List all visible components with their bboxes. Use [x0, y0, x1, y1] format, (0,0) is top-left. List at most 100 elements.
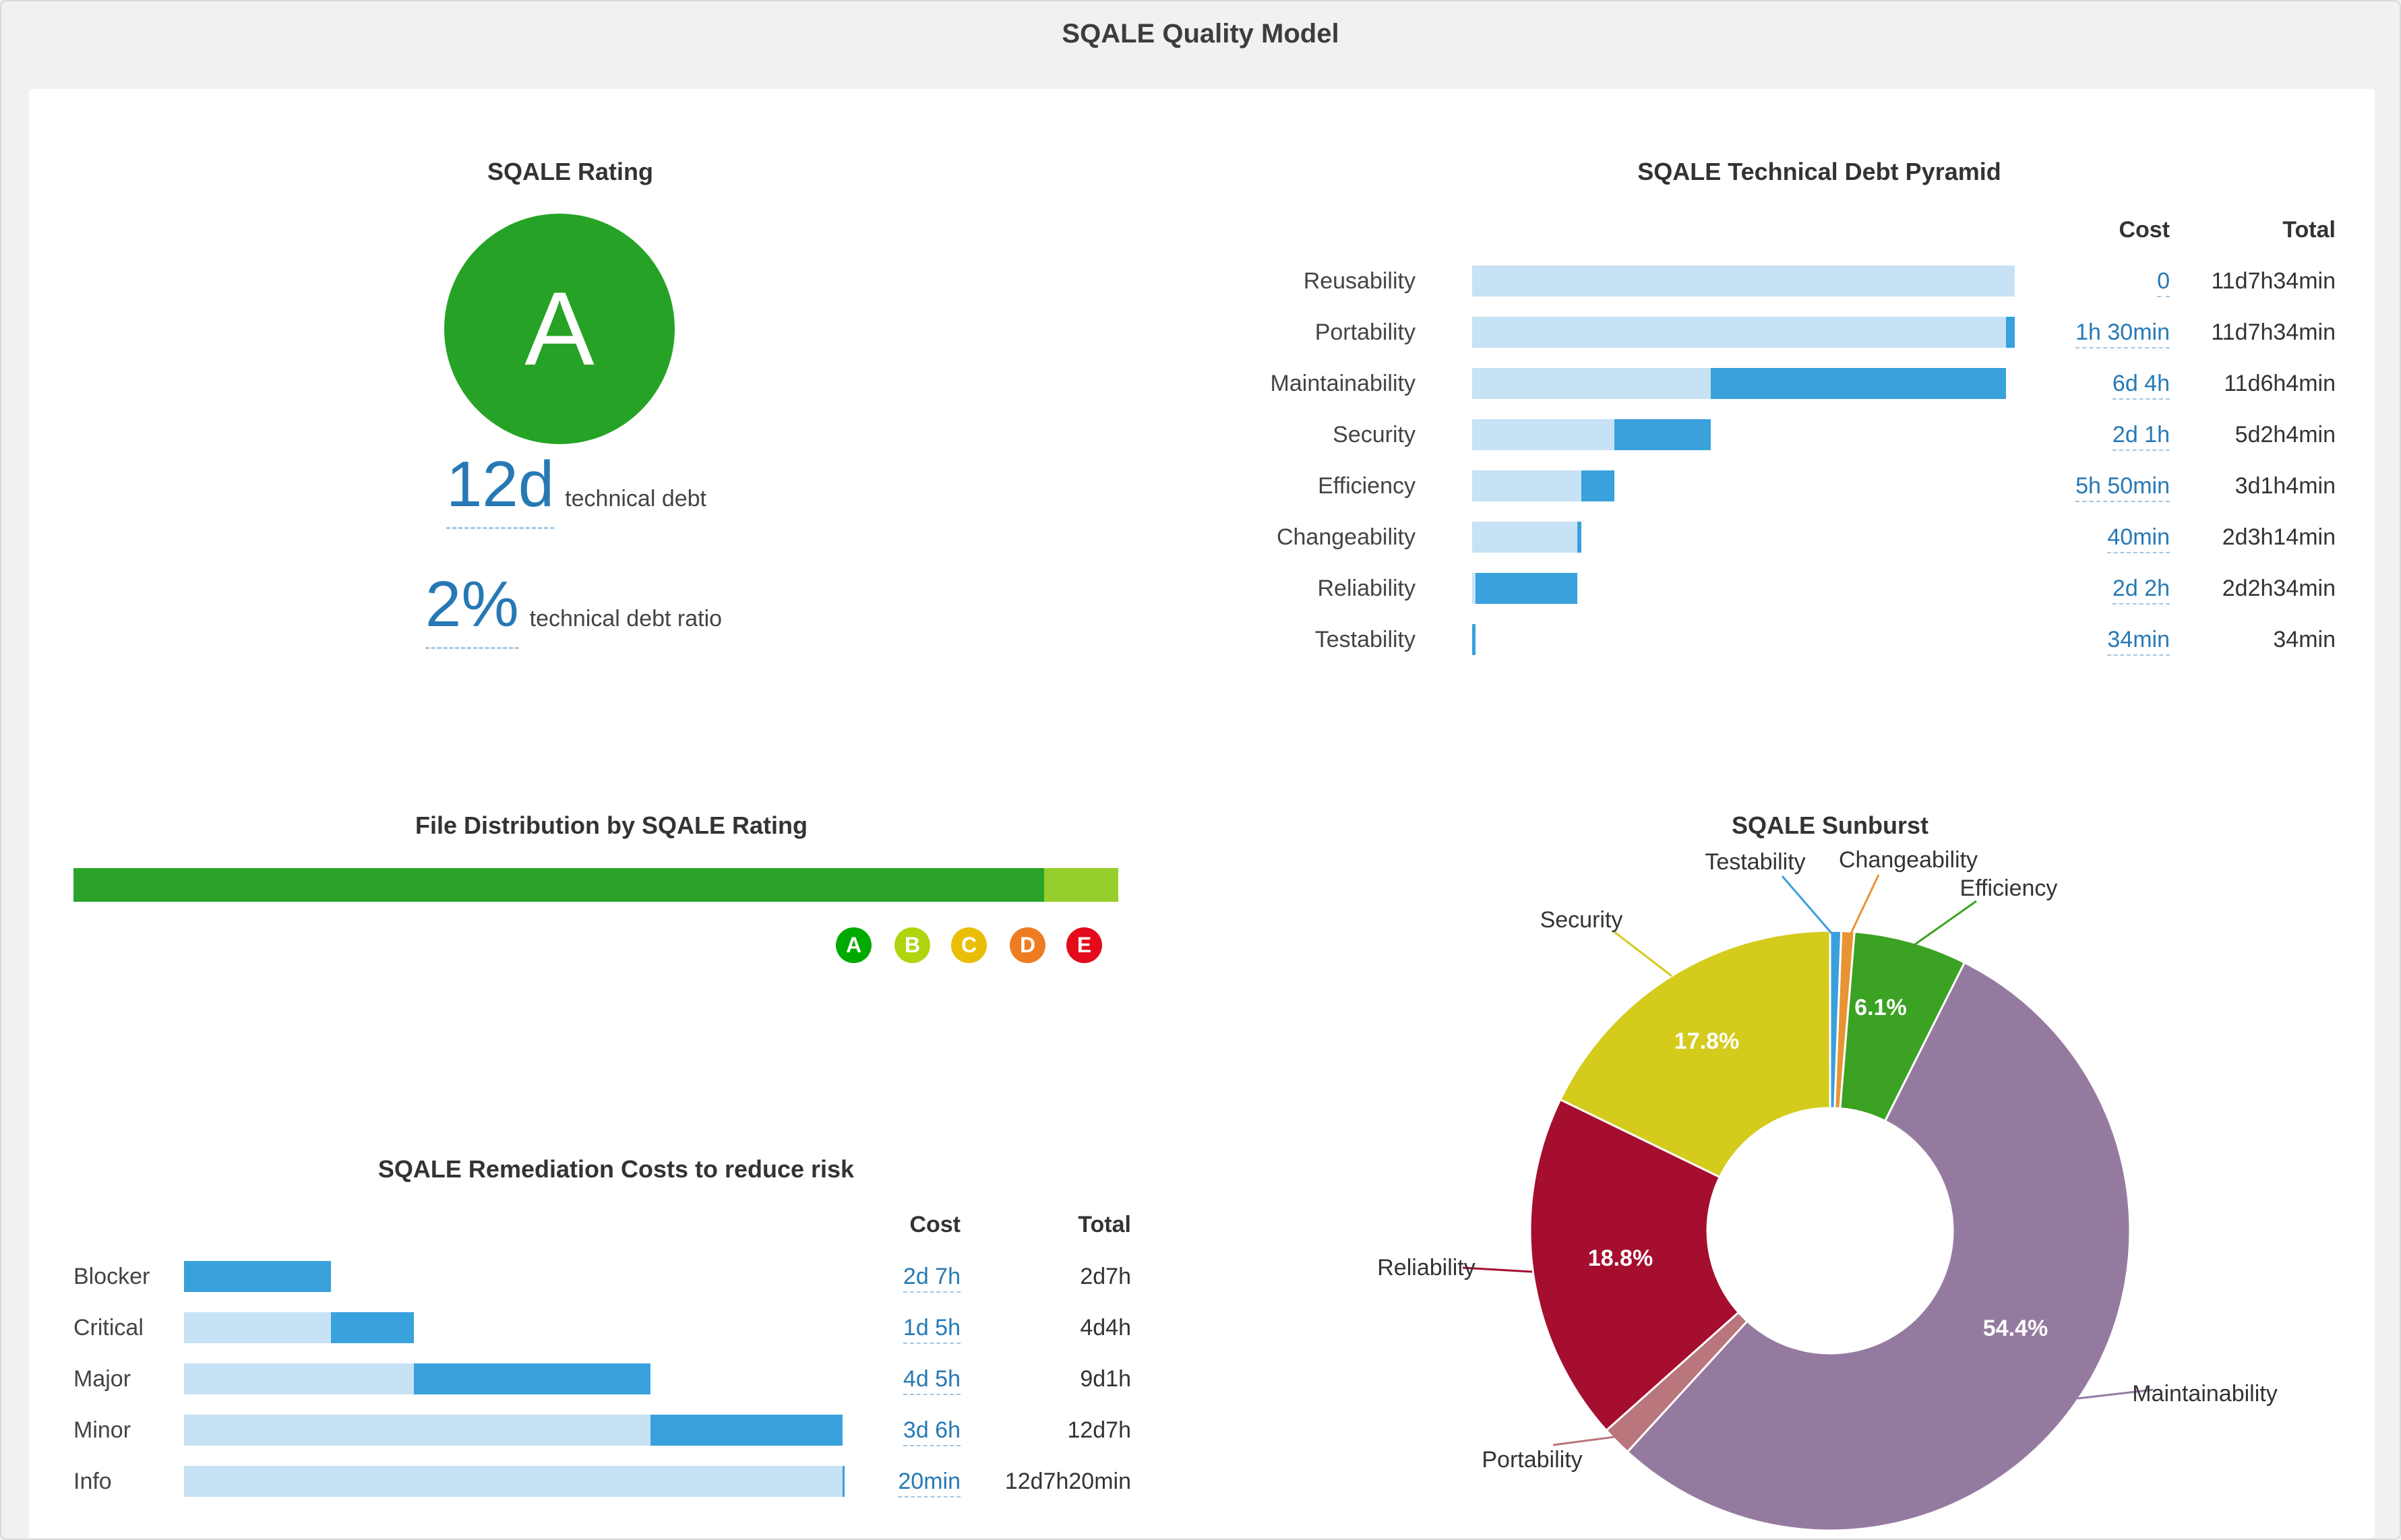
debt-ratio-value[interactable]: 2%: [425, 567, 519, 649]
reliability-label: Reliability: [1377, 1255, 1476, 1281]
dashboard-card: SQALE Rating A 12d technical debt 2% tec…: [29, 89, 2375, 1538]
debt-ratio-metric: 2% technical debt ratio: [425, 567, 722, 649]
pyramid-bar-total[interactable]: [1472, 573, 1578, 604]
pyramid-bar-cost[interactable]: [1614, 419, 1711, 450]
remediation-bar[interactable]: [184, 1363, 845, 1394]
pyramid-row: Security 2d 1h 5d2h4min: [29, 409, 2375, 460]
remediation-row-label: Blocker: [73, 1264, 150, 1289]
pyramid-bar-cost[interactable]: [1581, 470, 1615, 501]
pyramid-total-value: 3d1h4min: [2235, 473, 2336, 499]
pyramid-bar-total[interactable]: [1472, 419, 1711, 450]
sunburst-slice-maintainability[interactable]: [1626, 961, 2131, 1532]
pyramid-bar[interactable]: [1472, 317, 2015, 348]
remediation-row: Blocker 2d 7h 2d7h: [29, 1251, 2375, 1302]
remediation-bar-total[interactable]: [184, 1466, 845, 1497]
remediation-bar-cost[interactable]: [331, 1312, 415, 1343]
distribution-segment-a[interactable]: [73, 868, 1044, 902]
pyramid-bar-cost[interactable]: [1472, 624, 1476, 655]
remediation-bar[interactable]: [184, 1415, 845, 1446]
pyramid-cost-link[interactable]: 5h 50min: [2075, 473, 2170, 502]
remediation-bar[interactable]: [184, 1466, 845, 1497]
remediation-row-label: Major: [73, 1366, 131, 1392]
maintainability-leader-line: [2077, 1388, 2154, 1400]
remediation-cost-link[interactable]: 3d 6h: [903, 1417, 961, 1446]
pyramid-row-label: Security: [1333, 422, 1416, 448]
remediation-cost-link[interactable]: 4d 5h: [903, 1366, 961, 1395]
pyramid-cost-link[interactable]: 40min: [2107, 524, 2170, 553]
remediation-bar-cost[interactable]: [414, 1363, 651, 1394]
pyramid-row: Changeability 40min 2d3h14min: [29, 512, 2375, 563]
pyramid-total-value: 11d6h4min: [2224, 371, 2336, 396]
remediation-total-value: 12d7h20min: [1004, 1469, 1131, 1494]
maintainability-pct: 54.4%: [1983, 1316, 2048, 1341]
sunburst-chart: Testability Changeability Efficiency Sec…: [1377, 847, 2278, 1532]
pyramid-bar-cost[interactable]: [1711, 368, 2007, 399]
remediation-bar-total[interactable]: [184, 1261, 332, 1292]
pyramid-bar-total[interactable]: [1472, 470, 1615, 501]
pyramid-bar[interactable]: [1472, 368, 2015, 399]
technical-debt-label: technical debt: [565, 486, 706, 512]
pyramid-row: Portability 1h 30min 11d7h34min: [29, 307, 2375, 358]
pyramid-cost-link[interactable]: 0: [2157, 268, 2170, 297]
efficiency-label: Efficiency: [1960, 875, 2058, 901]
pyramid-bar-total[interactable]: [1472, 317, 2015, 348]
pyramid-row-label: Reusability: [1303, 268, 1416, 294]
remediation-bar-total[interactable]: [184, 1363, 651, 1394]
pyramid-bar-cost[interactable]: [1577, 522, 1581, 553]
remediation-row: Info 20min 12d7h20min: [29, 1456, 2375, 1507]
remediation-cost-link[interactable]: 1d 5h: [903, 1315, 961, 1344]
pyramid-cost-link[interactable]: 34min: [2107, 627, 2170, 656]
changeability-label: Changeability: [1839, 847, 1978, 873]
rating-badge-letter: E: [1076, 933, 1092, 957]
pyramid-row-label: Reliability: [1317, 576, 1416, 601]
efficiency-pct: 6.1%: [1854, 995, 1907, 1020]
pyramid-bar-total[interactable]: [1472, 624, 1476, 655]
pyramid-bar[interactable]: [1472, 573, 2015, 604]
pyramid-total-value: 5d2h4min: [2235, 422, 2336, 448]
pyramid-bar-total[interactable]: [1472, 522, 1581, 553]
security-label: Security: [1540, 907, 1623, 933]
technical-debt-metric: 12d technical debt: [446, 448, 706, 529]
rating-circle[interactable]: A: [444, 214, 675, 444]
pyramid-row-label: Changeability: [1276, 524, 1416, 550]
remediation-bar-cost[interactable]: [184, 1261, 332, 1292]
pyramid-bar[interactable]: [1472, 522, 2015, 553]
rating-badge-letter: D: [1019, 933, 1036, 957]
remediation-total-header: Total: [1078, 1212, 1131, 1237]
pyramid-bar-total[interactable]: [1472, 266, 2015, 297]
pyramid-bar[interactable]: [1472, 470, 2015, 501]
remediation-bar[interactable]: [184, 1312, 845, 1343]
pyramid-row: Maintainability 6d 4h 11d6h4min: [29, 358, 2375, 409]
remediation-bar-cost[interactable]: [650, 1415, 843, 1446]
page-title: SQALE Quality Model: [1062, 19, 1339, 49]
remediation-cost-link[interactable]: 20min: [898, 1469, 961, 1498]
pyramid-rows: Reusability 0 11d7h34min Portability 1h …: [29, 255, 2375, 665]
pyramid-cost-link[interactable]: 6d 4h: [2112, 371, 2170, 400]
rating-grade: A: [524, 270, 595, 387]
pyramid-section-title: SQALE Technical Debt Pyramid: [1637, 158, 2001, 185]
remediation-bar[interactable]: [184, 1261, 845, 1292]
technical-debt-value[interactable]: 12d: [446, 448, 555, 529]
security-pct: 17.8%: [1674, 1028, 1739, 1054]
sunburst-slice-reliability[interactable]: [1529, 1098, 1740, 1432]
rating-badge-b: B: [894, 927, 930, 963]
pyramid-bar[interactable]: [1472, 266, 2015, 297]
pyramid-bar-total[interactable]: [1472, 368, 2007, 399]
pyramid-bar-cost[interactable]: [1475, 573, 1578, 604]
pyramid-bar-cost[interactable]: [2006, 317, 2015, 348]
remediation-bar-cost[interactable]: [842, 1466, 845, 1497]
pyramid-total-value: 11d7h34min: [2211, 268, 2336, 294]
remediation-cost-link[interactable]: 2d 7h: [903, 1264, 961, 1293]
pyramid-cost-link[interactable]: 2d 2h: [2112, 576, 2170, 605]
distribution-bar[interactable]: [73, 868, 1118, 902]
sunburst-slice-security[interactable]: [1558, 929, 1831, 1179]
remediation-row-label: Critical: [73, 1315, 144, 1341]
remediation-bar-total[interactable]: [184, 1415, 843, 1446]
distribution-segment-b[interactable]: [1043, 868, 1118, 902]
pyramid-bar[interactable]: [1472, 624, 2015, 655]
pyramid-cost-link[interactable]: 1h 30min: [2075, 319, 2170, 348]
pyramid-bar[interactable]: [1472, 419, 2015, 450]
remediation-bar-total[interactable]: [184, 1312, 415, 1343]
pyramid-cost-link[interactable]: 2d 1h: [2112, 422, 2170, 451]
reliability-leader-line: [1462, 1266, 1533, 1273]
